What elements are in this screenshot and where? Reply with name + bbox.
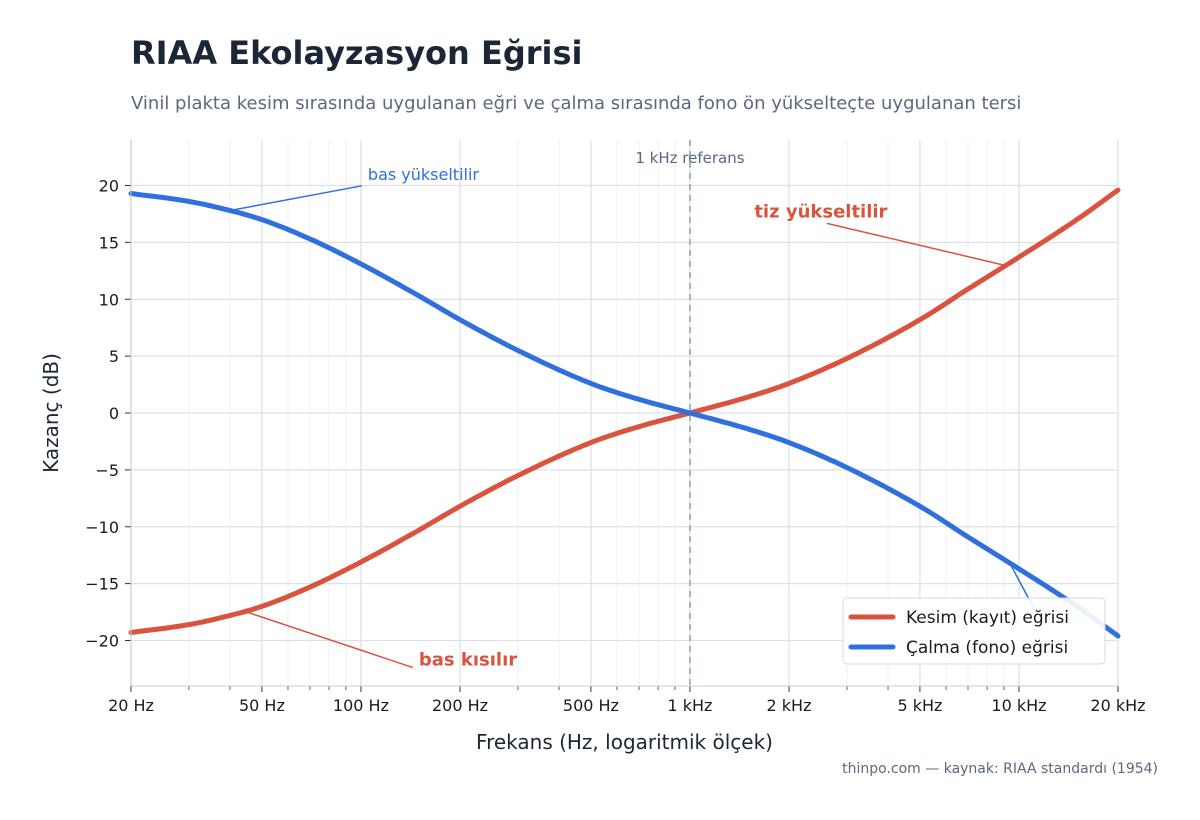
x-tick-label: 1 kHz [667, 696, 712, 715]
annotation-label: tiz yükseltilir [754, 201, 887, 222]
legend-label: Çalma (fono) eğrisi [906, 638, 1068, 658]
y-tick-label: −10 [85, 518, 119, 537]
legend-box [842, 597, 1106, 665]
x-axis-label: Frekans (Hz, logaritmik ölçek) [476, 730, 773, 754]
y-tick-label: 15 [99, 233, 119, 252]
axes-group: 20 Hz 50 Hz 100 Hz 200 Hz 500 Hz 1 kHz 2 kHz 5 … [39, 140, 1146, 754]
x-tick-label: 50 Hz [239, 696, 285, 715]
y-tick-label: 20 [99, 177, 119, 196]
annotation-label: bas kısılır [419, 650, 517, 671]
series-line-calma [128, 191, 1121, 639]
annotation-connector [246, 611, 414, 669]
x-tick-label: 100 Hz [333, 696, 389, 715]
y-axis-label: Kazanç (dB) [39, 353, 63, 473]
x-tick-label: 5 kHz [897, 696, 942, 715]
y-tick-label: −15 [85, 575, 119, 594]
reference-line-group: 1 kHz referans [635, 140, 745, 686]
x-tick-label: 10 kHz [991, 696, 1046, 715]
x-tick-label: 200 Hz [432, 696, 488, 715]
y-tick-label: 5 [109, 347, 119, 366]
x-tick-label: 20 Hz [108, 696, 154, 715]
y-tick-label: 10 [99, 290, 119, 309]
series-group [128, 187, 1121, 639]
y-tick-label: −5 [95, 461, 119, 480]
x-tick-label: 500 Hz [563, 696, 619, 715]
y-tick-label: −20 [85, 632, 119, 651]
annotation-connector [826, 222, 1005, 266]
reference-line-label: 1 kHz referans [635, 149, 744, 167]
annotation-group: bas yükseltilir tiz yükseltilir bas kısılı… [229, 165, 1040, 671]
annotation-connector [229, 185, 363, 212]
legend-label: Kesim (kayıt) eğrisi [906, 608, 1069, 628]
series-line-kesim [128, 187, 1121, 635]
chart-title: RIAA Ekolayzasyon Eğrisi [131, 34, 583, 72]
x-tick-label: 20 kHz [1090, 696, 1145, 715]
chart-subtitle: Vinil plakta kesim sırasında uygulanan e… [131, 93, 1022, 114]
annotation-label: bas yükseltilir [368, 165, 479, 184]
legend: Kesim (kayıt) eğrisi Çalma (fono) eğrisi [842, 597, 1106, 665]
footer-credit: thinpo.com — kaynak: RIAA standardı (195… [842, 761, 1158, 777]
y-tick-label: 0 [109, 404, 119, 423]
x-tick-label: 2 kHz [767, 696, 812, 715]
